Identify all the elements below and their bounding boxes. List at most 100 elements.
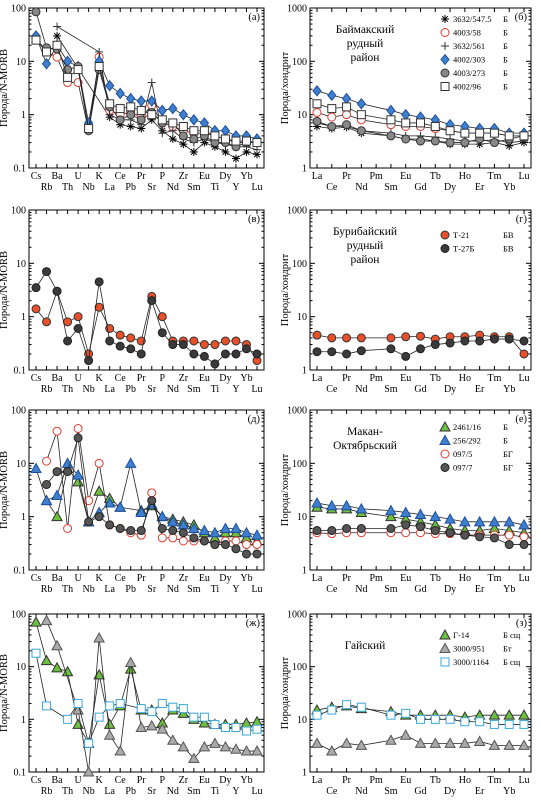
data-point [126,526,136,536]
data-point [325,499,338,511]
legend-type: БВ [503,230,514,240]
data-point [445,714,455,724]
x-tick-label: Dy [219,171,231,182]
data-point-shape [518,709,530,720]
legend-sample: 4002/303 [453,55,485,65]
data-point-shape [31,304,41,314]
data-point [105,99,115,109]
data-point-shape [210,540,220,550]
data-point-shape [105,336,115,346]
data-point-shape [519,532,529,542]
data-point [147,95,157,107]
data-point [231,349,241,359]
x-tick-label: Er [475,182,485,193]
legend-type: Б [503,68,508,78]
data-point-shape [488,709,501,720]
data-point [473,735,486,746]
x-tick-label: Dy [444,182,456,193]
data-point-shape [231,349,241,359]
y-tick-label: 100 [11,4,26,15]
data-point-shape [136,95,146,107]
legend-sample: 4002/96 [453,82,481,92]
data-point-shape [430,714,440,724]
data-point [94,712,104,722]
plot-frame [28,409,265,571]
data-point-shape [327,112,337,122]
legend-sample: 2461/16 [453,422,481,432]
data-point [168,526,178,536]
data-point-shape [416,714,425,724]
data-point-shape [178,340,188,350]
x-tick-label: Zr [179,573,189,584]
x-tick-label: Gd [414,182,426,193]
x-tick-label: K [96,373,104,384]
x-tick-label: Pb [125,584,136,595]
data-point-shape [356,126,366,136]
data-point [312,330,322,340]
data-point [356,97,366,110]
x-tick-label: Pm [369,775,383,786]
legend-type: Б сщ [503,657,521,667]
x-tick-label: Tb [430,775,441,786]
legend-type: Б [503,422,508,432]
data-point [73,65,83,75]
data-point [52,426,62,436]
data-point [504,334,514,344]
data-point-shape [252,549,262,559]
data-point-shape [124,656,137,667]
legend-marker [440,244,450,253]
data-point-shape [241,549,251,559]
data-point-ray [232,155,240,162]
y-tick-label: 1 [302,366,307,377]
x-tick-label: Dy [444,384,456,395]
x-tick-label: K [96,171,104,182]
data-point-shape [115,341,125,351]
data-point [42,701,52,711]
x-tick-label: Lu [518,573,529,584]
data-point-shape [114,745,127,756]
data-point [188,752,200,764]
data-point [31,648,41,658]
data-point [251,529,263,540]
data-point [253,145,261,154]
data-point [444,737,456,748]
data-point-shape [42,267,52,277]
data-point-shape [105,520,115,530]
y-tick-label: 100 [11,406,26,417]
data-point [189,336,199,346]
x-tick-label: Er [475,786,485,797]
y-axis-title: Порода/хондрит [280,656,291,729]
data-point [30,462,42,474]
data-point [84,496,94,506]
data-point-shape [489,533,499,543]
region-title: район [351,52,380,64]
series-2 [312,334,529,361]
data-point-shape [210,131,220,141]
data-point-shape [460,138,470,148]
data-point-shape [219,740,232,752]
data-point [105,336,115,346]
y-tick-label: 1000 [287,206,307,217]
y-tick-label: 100 [292,662,307,673]
data-point-shape [157,312,167,322]
legend-marker-shape [440,28,450,37]
data-point-shape [475,336,485,346]
panel-label: (в) [248,214,260,225]
data-point [147,78,156,87]
data-point-shape [157,523,167,533]
x-tick-label: Er [475,584,485,595]
data-point [251,745,263,756]
data-point-shape [73,312,83,322]
data-point-shape [105,701,115,711]
data-point-shape [430,340,440,350]
x-tick-label: Cs [31,775,42,786]
data-point-shape [429,510,442,522]
data-point-shape [312,85,322,97]
plot-frame [28,613,265,773]
data-point-shape [147,296,157,306]
data-point [327,104,337,114]
data-point [312,85,322,97]
data-point-shape [115,523,125,533]
data-point [519,349,529,359]
